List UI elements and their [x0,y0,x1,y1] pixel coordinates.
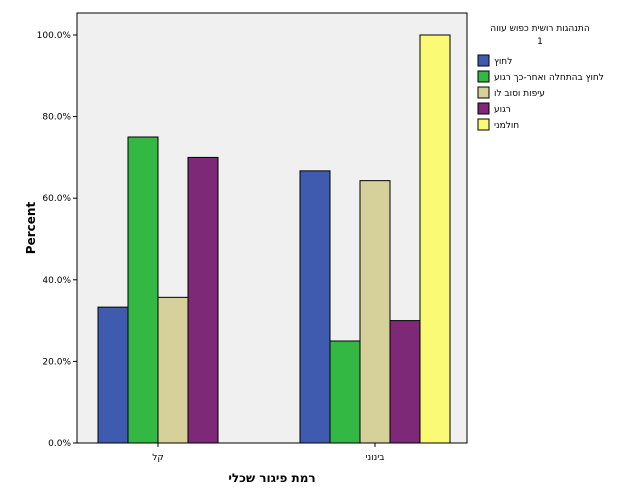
x-axis-title: רמת פיגור שכלי [228,471,315,485]
y-tick-label: 60.0% [42,194,71,204]
legend: התנהגות רושית כפוש עווה 1 לחוץ לחוץ בהתחל… [477,24,604,131]
y-axis-title: Percent [24,202,38,255]
legend-title-line-2: 1 [537,37,543,47]
x-tick-label: בינוני [366,453,385,463]
bar-1-1 [329,340,361,444]
legend-swatch [477,54,490,67]
legend-title-line-1: התנהגות רושית כפוש עווה [490,24,590,34]
legend-swatch [477,118,490,131]
x-tick-label: קל [152,453,164,463]
legend-swatch [477,70,490,83]
legend-swatch [477,86,490,99]
legend-swatch [477,102,490,115]
y-tick-label: 40.0% [42,276,71,286]
bar-0-2 [157,296,189,444]
bar-0-0 [97,306,129,444]
x-axis: קל בינוני [152,443,384,463]
bar-1-2 [359,180,391,444]
y-tick-label: 0.0% [48,439,71,449]
bar-1-0 [299,170,331,444]
bar-0-1 [127,136,159,444]
y-axis: 0.0% 20.0% 40.0% 60.0% 80.0% 100.0% [37,31,77,449]
legend-label: לחוץ בהתחלה ואחר-כך רגוע [494,73,604,83]
legend-label: חולמני [494,121,519,131]
y-tick-label: 100.0% [37,31,72,41]
legend-label: רגוע [494,105,511,115]
legend-label: עיפות וסוב לו [494,89,545,99]
bar-0-3 [187,156,219,444]
y-tick-label: 80.0% [42,113,71,123]
y-tick-label: 20.0% [42,357,71,367]
bars [97,34,451,444]
legend-label: לחוץ [494,57,512,67]
bar-1-4 [419,34,451,444]
bar-1-3 [389,320,421,444]
